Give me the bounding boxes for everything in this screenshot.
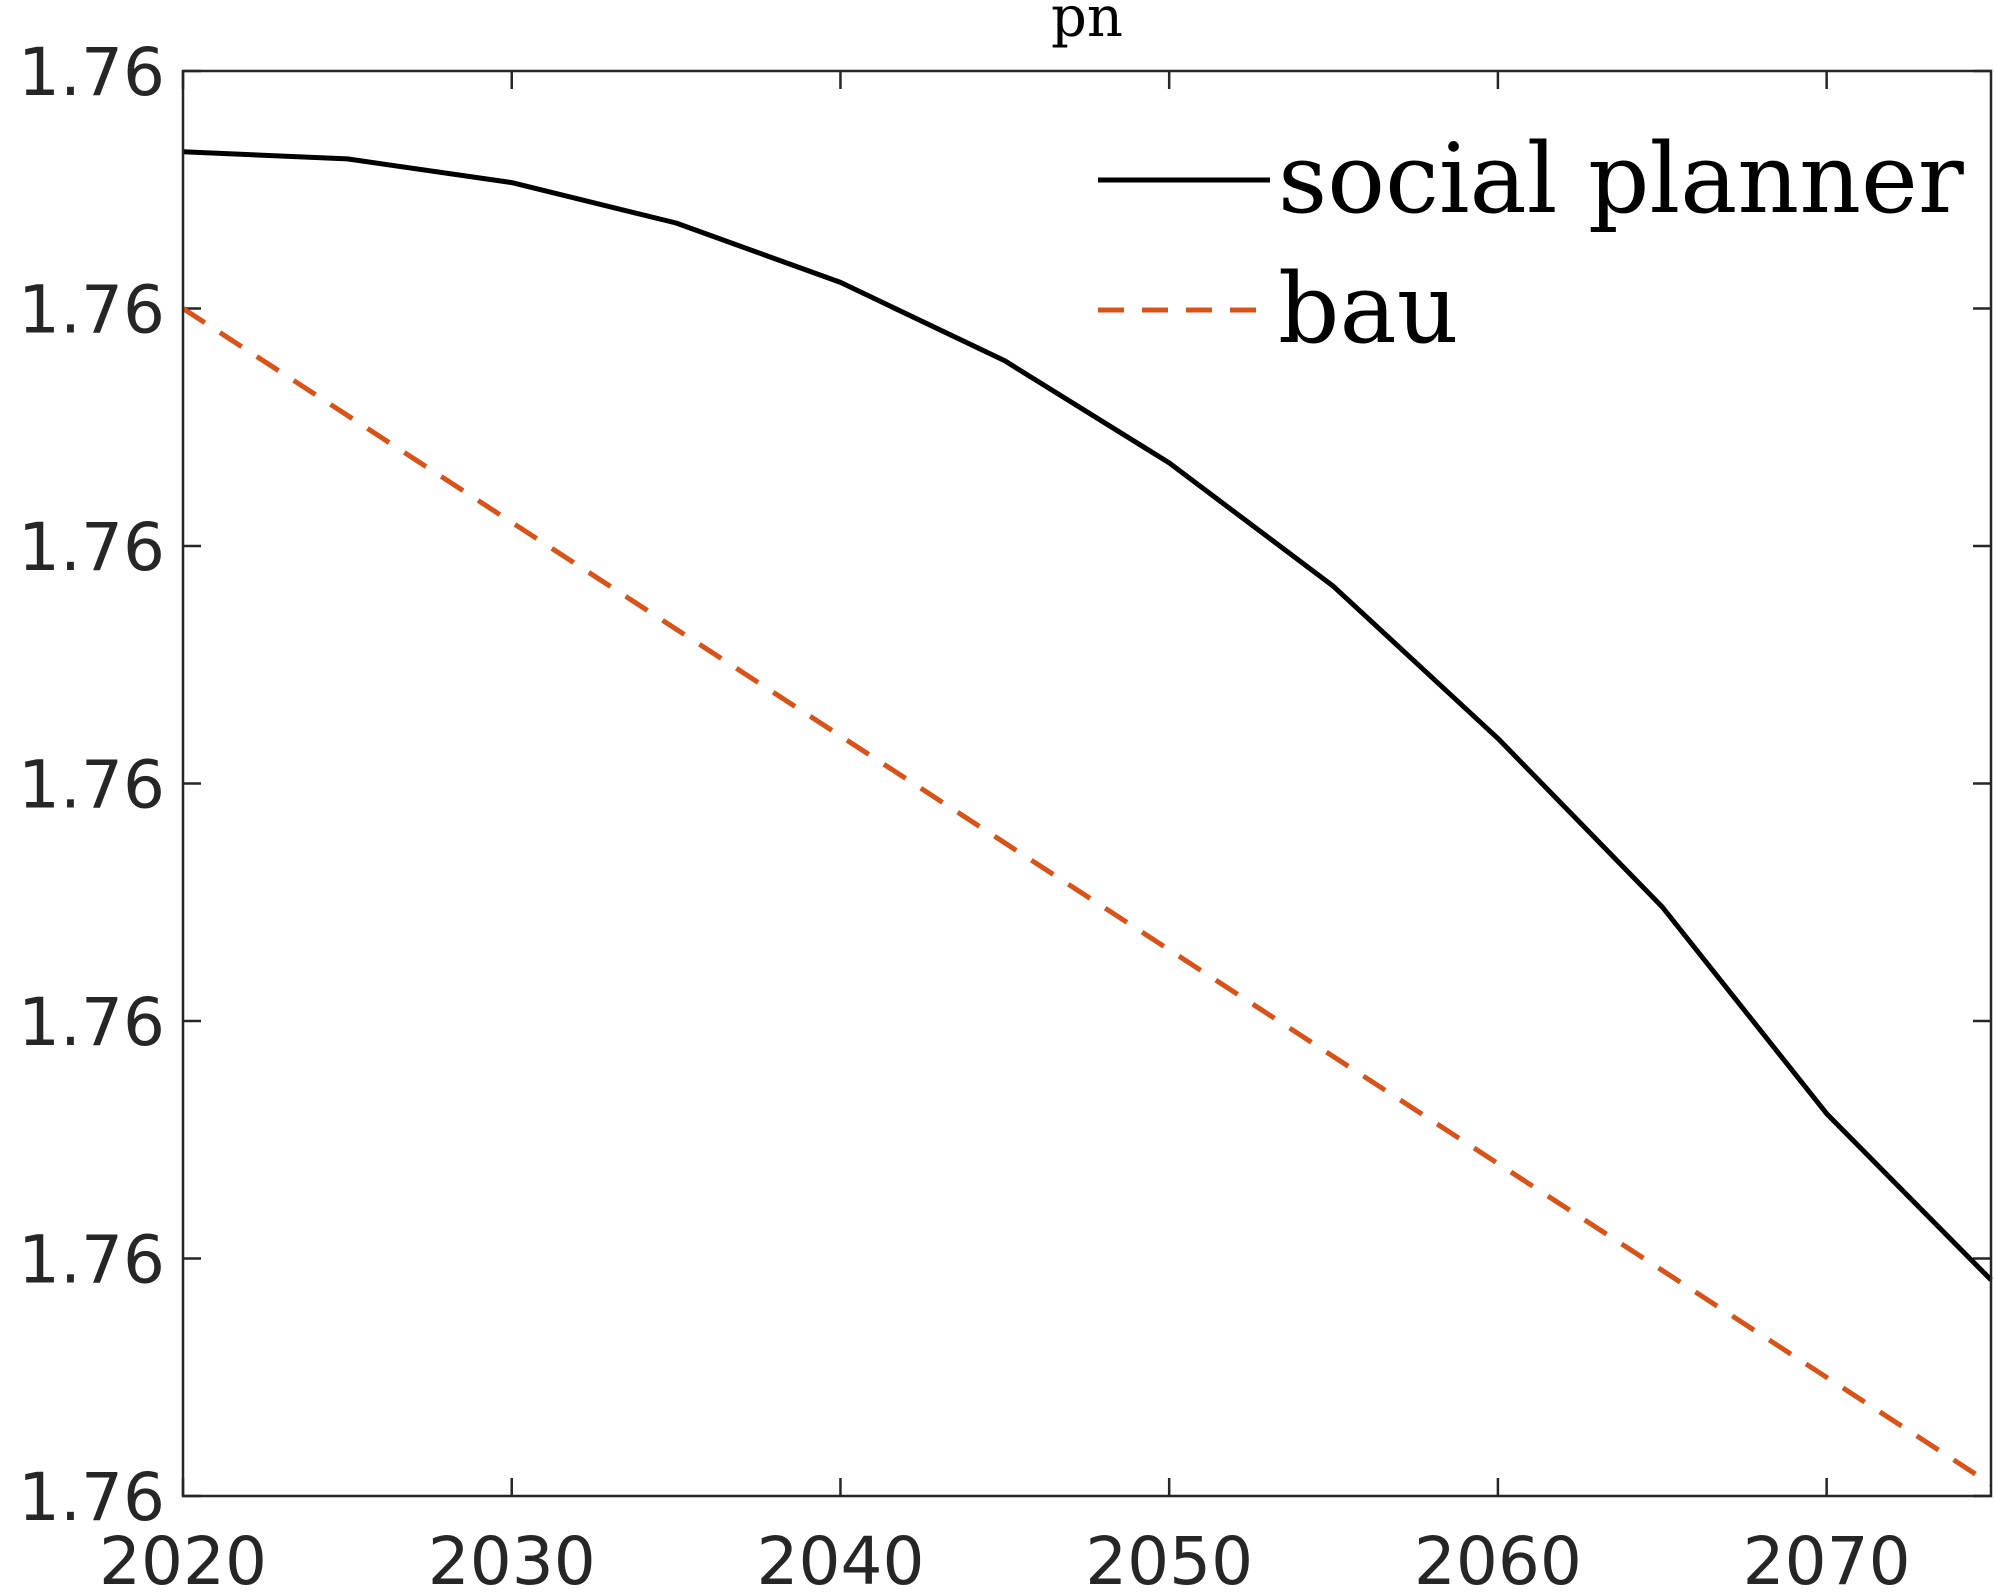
x-axis-ticks: 2020 2030 2040 2050 2060 2070 <box>99 71 1911 1592</box>
legend: social planner bau <box>1098 123 1964 365</box>
series-line-1 <box>181 306 1993 1487</box>
series-lines <box>181 149 1993 1487</box>
y-tick-label: 1.76 <box>18 34 165 111</box>
legend-label-1: bau <box>1278 253 1459 365</box>
legend-label-0: social planner <box>1278 123 1964 235</box>
series-line-0 <box>182 149 1993 1282</box>
chart-title: pn <box>1051 0 1123 50</box>
x-tick-label: 2050 <box>1085 1523 1253 1592</box>
x-tick-label: 2040 <box>756 1523 924 1592</box>
y-tick-label: 1.76 <box>18 272 165 349</box>
plot-frame <box>181 69 1993 1498</box>
y-tick-label: 1.76 <box>18 747 165 824</box>
x-tick-label: 2070 <box>1743 1523 1911 1592</box>
y-tick-label: 1.76 <box>18 984 165 1061</box>
x-tick-label: 2060 <box>1414 1523 1582 1592</box>
y-tick-label: 1.76 <box>18 1222 165 1299</box>
x-tick-label: 2020 <box>99 1523 267 1592</box>
y-tick-label: 1.76 <box>18 1459 165 1536</box>
x-tick-label: 2030 <box>428 1523 596 1592</box>
plot-background <box>183 71 1991 1496</box>
y-tick-label: 1.76 <box>18 509 165 586</box>
y-axis-ticks: 1.76 1.76 1.76 1.76 1.76 1.76 1.76 <box>18 34 1991 1536</box>
